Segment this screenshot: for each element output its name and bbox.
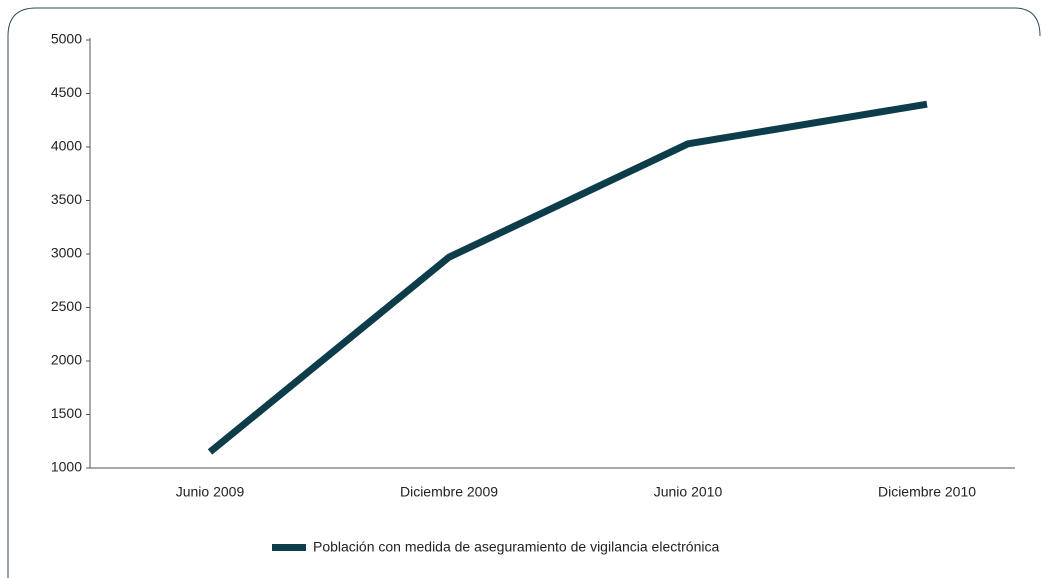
y-tick-label: 2500 [51, 298, 82, 314]
y-tick-label: 4500 [51, 84, 82, 100]
legend-label: Población con medida de aseguramiento de… [313, 539, 719, 555]
y-tick-label: 1000 [51, 459, 82, 475]
x-tick-label: Diciembre 2009 [400, 484, 498, 500]
legend-swatch [272, 544, 306, 551]
x-tick-label: Junio 2009 [176, 484, 245, 500]
y-tick-label: 4000 [51, 138, 82, 154]
x-tick-label: Junio 2010 [654, 484, 723, 500]
y-tick-label: 3500 [51, 191, 82, 207]
y-tick-label: 3000 [51, 245, 82, 261]
y-tick-label: 2000 [51, 352, 82, 368]
y-tick-label: 1500 [51, 405, 82, 421]
y-tick-label: 5000 [51, 31, 82, 47]
x-tick-label: Diciembre 2010 [878, 484, 976, 500]
data-line [207, 100, 928, 455]
frame [7, 7, 1041, 578]
